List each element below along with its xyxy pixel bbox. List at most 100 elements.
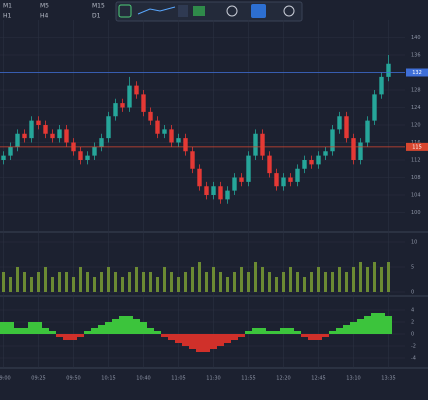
oscillator-bar	[343, 325, 350, 334]
candle-body	[36, 120, 41, 125]
oscillator-bar	[63, 334, 70, 340]
candle-body	[22, 133, 27, 139]
candle-body	[379, 76, 384, 95]
tool-button[interactable]	[178, 5, 188, 17]
timeframe[interactable]: M5	[40, 3, 49, 10]
price-label: 132	[412, 70, 422, 76]
oscillator-bar	[357, 319, 364, 334]
y-tick-label: 0	[411, 332, 414, 338]
candle-body	[267, 155, 272, 174]
volume-bar	[226, 277, 229, 292]
volume-bar	[324, 272, 327, 292]
x-tick-label: 12:20	[276, 376, 290, 382]
tool-button[interactable]	[118, 4, 132, 18]
volume-bar	[275, 277, 278, 292]
candle-body	[183, 138, 188, 152]
volume-bar	[303, 277, 306, 292]
candle-body	[190, 151, 195, 169]
y-tick-label: 2	[411, 320, 414, 326]
volume-bar	[9, 277, 12, 292]
volume-bar	[135, 267, 138, 292]
candle-body	[316, 155, 321, 165]
oscillator-bar	[364, 316, 371, 334]
candle-body	[57, 129, 62, 139]
volume-bar	[177, 277, 180, 292]
candle-body	[127, 85, 132, 108]
volume-bar	[296, 272, 299, 292]
volume-bar	[58, 272, 61, 292]
candle-body	[43, 125, 48, 134]
volume-bar	[268, 272, 271, 292]
oscillator-bar	[301, 334, 308, 337]
volume-bar	[380, 267, 383, 292]
volume-bar	[387, 262, 390, 292]
volume-bar	[51, 277, 54, 292]
candle-body	[29, 120, 34, 139]
volume-bar	[2, 272, 5, 292]
x-tick-label: 12:45	[311, 376, 325, 382]
candle-body	[330, 129, 335, 152]
oscillator-bar	[350, 322, 357, 334]
timeframe[interactable]: H4	[40, 13, 49, 20]
oscillator-bar	[133, 319, 140, 334]
timeframe[interactable]: D1	[92, 13, 101, 20]
oscillator-bar	[7, 322, 14, 334]
tool-icon[interactable]	[137, 6, 176, 15]
volume-bar	[205, 272, 208, 292]
volume-bar	[107, 267, 110, 292]
candle-body	[8, 146, 13, 156]
timeframe[interactable]: M15	[92, 3, 105, 10]
oscillator-bar	[42, 328, 49, 334]
oscillator-bar	[154, 331, 161, 334]
candle-body	[211, 186, 216, 195]
price-badge	[406, 68, 428, 77]
candle-body	[176, 138, 181, 143]
x-tick-label: 11:05	[171, 376, 185, 382]
volume-bar	[338, 267, 341, 292]
volume-bar	[149, 272, 152, 292]
y-tick-label: 140	[411, 35, 421, 41]
volume-bar	[317, 267, 320, 292]
volume-bar	[359, 262, 362, 292]
volume-bar	[23, 272, 26, 292]
candle-body	[295, 168, 300, 182]
tool-button[interactable]	[251, 4, 266, 18]
oscillator-bar	[91, 328, 98, 334]
volume-bar	[261, 267, 264, 292]
tool-button[interactable]	[193, 6, 205, 16]
tool-button[interactable]	[283, 5, 295, 17]
y-tick-label: 128	[411, 88, 421, 94]
volume-bar	[79, 267, 82, 292]
candle-body	[15, 133, 20, 147]
volume-bar	[65, 272, 68, 292]
volume-bar	[121, 277, 124, 292]
y-tick-label: 112	[411, 158, 421, 164]
oscillator-bar	[308, 334, 315, 340]
timeframe[interactable]: H1	[3, 13, 12, 20]
candle-body	[148, 111, 153, 121]
x-tick-label: 09:25	[31, 376, 45, 382]
x-tick-label: 11:30	[206, 376, 220, 382]
volume-bar	[93, 277, 96, 292]
oscillator-bar	[21, 328, 28, 334]
candle-body	[309, 160, 314, 165]
volume-bar	[114, 272, 117, 292]
volume-bar	[373, 262, 376, 292]
candle-body	[358, 142, 363, 160]
candle-body	[169, 129, 174, 143]
timeframe[interactable]: M1	[3, 3, 12, 10]
candle-body	[78, 151, 83, 160]
oscillator-bar	[280, 328, 287, 334]
oscillator-bar	[294, 331, 301, 334]
oscillator-bar	[336, 328, 343, 334]
oscillator-bar	[259, 328, 266, 334]
x-tick-label: 09:00	[0, 376, 11, 382]
candle-body	[155, 120, 160, 134]
volume-bar	[289, 267, 292, 292]
volume-bar	[233, 272, 236, 292]
oscillator-bar	[371, 313, 378, 334]
oscillator-bar	[119, 316, 126, 334]
tool-button[interactable]	[226, 5, 238, 17]
volume-bar	[345, 272, 348, 292]
